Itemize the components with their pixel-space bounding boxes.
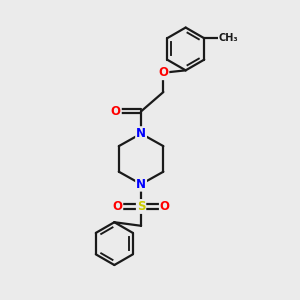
Text: N: N <box>136 127 146 140</box>
Text: O: O <box>160 200 170 213</box>
Text: O: O <box>112 200 122 213</box>
Text: N: N <box>136 178 146 191</box>
Text: CH₃: CH₃ <box>219 33 238 43</box>
Text: O: O <box>111 105 121 118</box>
Text: S: S <box>137 200 145 213</box>
Text: O: O <box>158 66 168 79</box>
